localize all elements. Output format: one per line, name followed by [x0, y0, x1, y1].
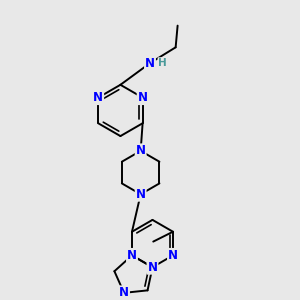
Text: N: N — [148, 261, 158, 274]
Text: H: H — [158, 58, 167, 68]
Text: N: N — [168, 249, 178, 262]
Text: N: N — [136, 144, 146, 158]
Text: N: N — [127, 249, 137, 262]
Text: N: N — [136, 188, 146, 201]
Text: N: N — [93, 91, 103, 104]
Text: N: N — [138, 91, 148, 104]
Text: N: N — [145, 57, 155, 70]
Text: N: N — [119, 286, 129, 299]
